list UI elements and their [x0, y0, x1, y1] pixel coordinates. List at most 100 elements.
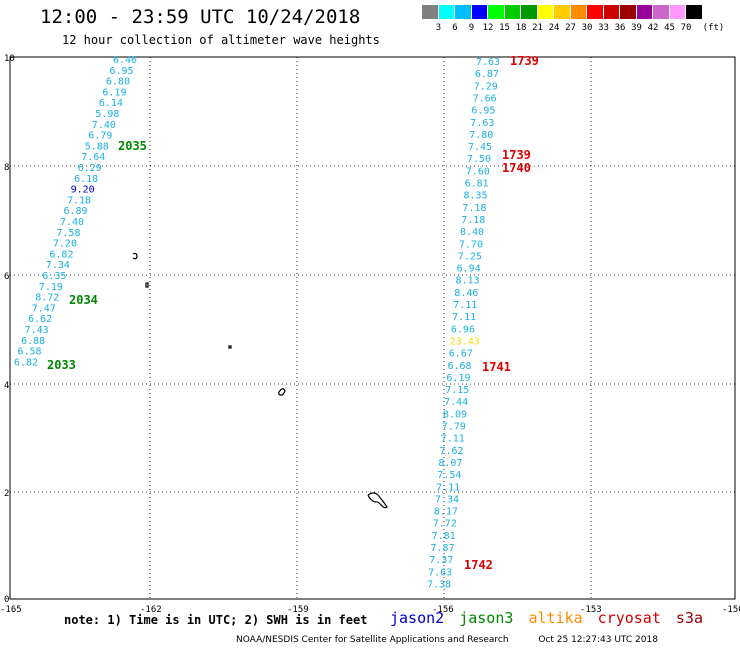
wave-height-value: 6.95: [471, 106, 495, 117]
lat-label: 0: [4, 595, 9, 605]
wave-height-value: 7.63: [428, 567, 452, 578]
wave-height-value: 7.25: [458, 251, 482, 262]
legend-swatch: [438, 5, 455, 19]
wave-height-value: 8.35: [464, 191, 488, 202]
island-shape: [228, 345, 232, 349]
page-subtitle: 12 hour collection of altimeter wave hei…: [62, 33, 380, 47]
legend-label: 3: [435, 23, 442, 33]
wave-height-value: 7.34: [46, 260, 70, 271]
lon-label: -159: [287, 605, 309, 615]
legend-swatch: [422, 5, 439, 19]
legend-label: 21: [532, 23, 543, 33]
latitude-labels: 10 8 6 4 2 0: [4, 54, 15, 605]
lon-label: -162: [140, 605, 162, 615]
wave-height-value: 7.47: [32, 303, 56, 314]
wave-height-value: 8.17: [434, 507, 458, 518]
wave-height-value: 7.20: [53, 239, 77, 250]
legend-swatch: [471, 5, 488, 19]
right-altimeter-track: 7.636.877.297.666.957.637.807.457.507.60…: [427, 57, 500, 591]
legend-label: 70: [680, 23, 692, 33]
wave-height-value: 7.79: [442, 422, 466, 433]
wave-height-value: 6.35: [42, 271, 66, 282]
legend-label: 45: [664, 23, 675, 33]
lat-label: 2: [4, 489, 9, 499]
legend-swatch: [587, 5, 604, 19]
wave-height-value: 6.58: [18, 347, 42, 358]
lat-label: 6: [4, 272, 9, 282]
wave-height-value: 6.89: [64, 206, 88, 217]
wave-height-value: 6.82: [14, 357, 38, 368]
lon-label: -150: [722, 605, 740, 615]
wave-height-value: 6.19: [446, 373, 470, 384]
pass-time-label: 1740: [502, 161, 531, 175]
wave-height-value: 7.11: [436, 482, 460, 493]
pass-time-label: 1739: [510, 54, 539, 68]
note-text: note: 1) Time is in UTC; 2) SWH is in fe…: [64, 613, 368, 627]
lat-label: 10: [4, 54, 15, 64]
wave-height-value: 6.19: [102, 87, 126, 98]
lat-label: 4: [4, 381, 9, 391]
wave-height-value: 7.43: [25, 325, 49, 336]
wave-height-value: 6.96: [451, 324, 475, 335]
legend-label: 15: [499, 23, 510, 33]
wave-height-value: 7.64: [81, 152, 105, 163]
satellite-s3a: s3a: [675, 609, 703, 627]
pass-time-label: 2034: [69, 293, 98, 307]
wave-height-value: 7.37: [429, 555, 453, 566]
wave-height-value: 8.07: [438, 458, 462, 469]
wave-height-value: 6.29: [78, 163, 102, 174]
wave-height-value: 6.14: [99, 98, 123, 109]
island-outlines: [132, 252, 388, 509]
wave-height-value: 6.82: [49, 249, 73, 260]
legend-swatch: [570, 5, 587, 19]
lat-label: 8: [4, 163, 9, 173]
satellite-cryosat: cryosat: [597, 609, 661, 627]
island-shape: [367, 492, 388, 509]
wave-height-value: 7.19: [39, 282, 63, 293]
lon-label: -153: [580, 605, 602, 615]
legend-label: 24: [548, 23, 560, 33]
pass-time-label: 1742: [464, 558, 493, 572]
legend-swatch: [653, 5, 670, 19]
legend-label: 39: [631, 23, 642, 33]
wave-height-value: 6.62: [28, 314, 52, 325]
wave-height-value: 7.34: [435, 494, 459, 505]
wave-height-value: 7.63: [476, 57, 500, 68]
pass-time-label: 2035: [118, 139, 147, 153]
legend-swatch: [620, 5, 637, 19]
pass-time-label: 1741: [482, 360, 511, 374]
wave-height-value: 6.95: [110, 66, 134, 77]
lon-label: -165: [0, 605, 22, 615]
wave-height-value: 7.54: [437, 470, 461, 481]
wave-height-value: 7.11: [452, 312, 476, 323]
legend-swatch: [686, 5, 703, 19]
island-shape: [132, 252, 138, 260]
wave-height-value: 6.87: [475, 69, 499, 80]
legend-label: 6: [452, 23, 458, 33]
wave-height-value: 8.40: [460, 227, 484, 238]
legend-swatch: [669, 5, 686, 19]
legend-swatch: [537, 5, 554, 19]
legend-label: 33: [598, 23, 609, 33]
wave-height-value: 7.18: [461, 215, 485, 226]
legend-swatch: [521, 5, 538, 19]
satellite-altika: altika: [528, 609, 583, 627]
wave-height-value: 7.80: [469, 130, 493, 141]
lon-label: -156: [432, 605, 454, 615]
legend-label: 30: [581, 23, 593, 33]
legend-label: 12: [482, 23, 494, 33]
wave-height-value: 8.72: [35, 293, 59, 304]
wave-height-value: 7.72: [433, 519, 457, 530]
island-shape: [145, 282, 149, 288]
wave-height-value: 8.09: [443, 409, 467, 420]
wave-height-value: 7.40: [60, 217, 84, 228]
wave-height-value: 9.20: [71, 185, 95, 196]
wave-height-value: 6.46: [113, 55, 137, 66]
wave-height-value: 7.58: [56, 228, 80, 239]
wave-height-value: 7.40: [92, 120, 116, 131]
legend-swatch: [603, 5, 620, 19]
wave-height-value: 7.63: [470, 118, 494, 129]
legend-swatch: [455, 5, 472, 19]
